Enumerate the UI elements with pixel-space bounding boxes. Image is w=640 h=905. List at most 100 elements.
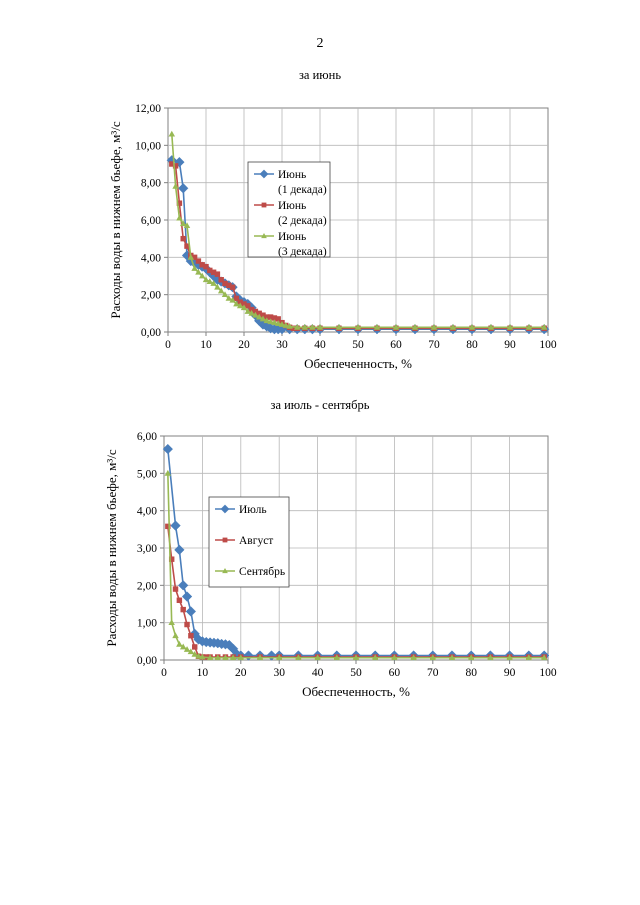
- data-point: [252, 311, 259, 318]
- legend-label: (2 декада): [278, 215, 327, 227]
- data-point: [429, 654, 437, 661]
- y-tick-label: 0,00: [137, 655, 157, 667]
- data-point: [506, 654, 513, 661]
- data-point: [411, 323, 419, 330]
- data-point: [185, 606, 197, 617]
- data-point: [241, 301, 247, 307]
- data-point: [184, 621, 190, 628]
- y-tick-label: 8,00: [141, 178, 161, 190]
- data-point: [286, 323, 293, 329]
- x-tick-label: 80: [466, 339, 478, 351]
- data-point: [244, 308, 252, 314]
- data-point: [259, 315, 267, 322]
- data-point: [162, 443, 174, 455]
- legend-entry: Июнь (1 декада): [254, 169, 327, 196]
- data-point: [274, 320, 282, 326]
- x-tick-label: 80: [465, 667, 477, 679]
- data-point: [525, 654, 533, 661]
- x-tick-label: 60: [390, 339, 402, 351]
- july-september-chart: 0 10 20 30 40 50 60 70 80 90 100 0,00 1,00 2,00 3,00 4,…: [104, 431, 557, 699]
- legend-entry: Сентябрь: [215, 566, 285, 578]
- data-point: [174, 544, 185, 556]
- x-tick-label: 50: [352, 339, 364, 351]
- data-point: [176, 597, 183, 603]
- legend-label: Август: [239, 535, 273, 547]
- legend-entry: Июль: [215, 504, 267, 516]
- legend-label: Июнь: [278, 231, 306, 243]
- data-point: [448, 654, 456, 661]
- data-point: [275, 316, 281, 322]
- data-point: [214, 654, 221, 661]
- x-tick-label: 30: [273, 667, 285, 679]
- y-tick-label: 12,00: [135, 103, 161, 115]
- data-point: [282, 322, 290, 328]
- y-axis-title: Расходы воды в нижнем бьефе, м³/с: [104, 449, 119, 646]
- page-number: 2: [316, 36, 324, 51]
- data-point: [256, 654, 264, 661]
- data-point: [275, 654, 283, 661]
- x-tick-label: 0: [161, 667, 167, 679]
- data-point: [506, 323, 514, 330]
- x-tick-label: 70: [427, 667, 439, 679]
- data-point: [233, 300, 240, 307]
- data-point: [183, 222, 191, 228]
- legend-entry: Июнь (2 декада): [254, 200, 327, 227]
- data-point: [335, 323, 343, 330]
- data-point: [214, 283, 221, 290]
- data-point: [210, 280, 217, 286]
- data-point: [191, 254, 198, 261]
- legend-label: (3 декада): [278, 246, 327, 258]
- x-tick-label: 40: [312, 667, 324, 679]
- data-point: [164, 469, 172, 476]
- data-point: [236, 302, 244, 309]
- data-point: [207, 267, 213, 274]
- data-point: [260, 312, 266, 318]
- data-point: [172, 586, 179, 592]
- data-point: [183, 646, 191, 652]
- x-tick-label: 10: [200, 339, 212, 351]
- data-point: [256, 310, 262, 317]
- data-point: [225, 295, 233, 301]
- x-tick-label: 20: [238, 339, 250, 351]
- data-point: [237, 654, 245, 661]
- data-point: [172, 632, 179, 639]
- legend-marker: [261, 233, 267, 239]
- data-point: [293, 323, 301, 330]
- legend: Июль Август Сентябрь: [208, 496, 290, 588]
- data-point: [210, 269, 217, 275]
- x-tick-label: 90: [504, 339, 516, 351]
- data-point: [170, 520, 181, 531]
- data-point: [184, 243, 190, 249]
- data-point: [267, 318, 274, 325]
- data-point: [199, 262, 205, 268]
- data-point: [195, 652, 202, 659]
- x-tick-label: 70: [428, 339, 440, 351]
- x-tick-label: 20: [235, 667, 247, 679]
- data-point: [392, 323, 400, 330]
- data-point: [316, 323, 324, 330]
- data-point: [198, 272, 206, 279]
- data-point: [352, 654, 360, 661]
- data-point: [229, 654, 237, 661]
- data-point: [176, 200, 183, 206]
- data-point: [333, 654, 341, 661]
- y-tick-label: 2,00: [141, 290, 161, 302]
- legend: Июнь (1 декада) Июнь (2 декада) Июнь (3 декад…: [247, 161, 331, 258]
- data-point: [178, 183, 189, 194]
- data-point: [222, 280, 228, 287]
- data-point: [172, 183, 179, 189]
- data-point: [180, 235, 186, 242]
- data-point: [487, 654, 494, 661]
- x-tick-label: 10: [197, 667, 209, 679]
- data-point: [221, 291, 229, 298]
- data-point: [181, 591, 193, 602]
- legend-label: (1 декада): [278, 184, 327, 196]
- data-point: [271, 319, 278, 326]
- data-point: [203, 263, 209, 270]
- data-point: [187, 253, 195, 260]
- data-point: [314, 654, 321, 661]
- data-point: [301, 323, 309, 330]
- data-point: [179, 220, 187, 227]
- legend-entry: Август: [215, 535, 273, 547]
- data-point: [168, 556, 175, 562]
